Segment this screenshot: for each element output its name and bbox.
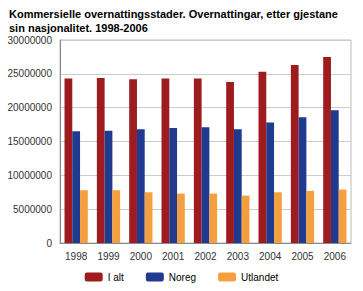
- svg-text:25000000: 25000000: [8, 68, 53, 79]
- svg-text:5000000: 5000000: [13, 204, 52, 215]
- svg-text:2004: 2004: [259, 251, 282, 262]
- svg-text:Kommersielle overnattingsstade: Kommersielle overnattingsstader. Overnat…: [9, 8, 341, 20]
- svg-text:I alt: I alt: [108, 272, 124, 283]
- svg-text:10000000: 10000000: [8, 170, 53, 181]
- svg-text:Utlandet: Utlandet: [241, 272, 278, 283]
- svg-text:1999: 1999: [97, 251, 120, 262]
- svg-text:1998: 1998: [65, 251, 88, 262]
- svg-text:2005: 2005: [291, 251, 314, 262]
- svg-text:15000000: 15000000: [8, 136, 53, 147]
- svg-text:2003: 2003: [227, 251, 250, 262]
- svg-text:20000000: 20000000: [8, 102, 53, 113]
- svg-text:2001: 2001: [162, 251, 185, 262]
- svg-text:30000000: 30000000: [8, 35, 53, 46]
- svg-text:0: 0: [46, 238, 52, 249]
- svg-text:2006: 2006: [324, 251, 347, 262]
- svg-text:2000: 2000: [130, 251, 153, 262]
- svg-text:sin nasjonalitet. 1998-2006: sin nasjonalitet. 1998-2006: [9, 22, 148, 34]
- svg-text:Noreg: Noreg: [169, 272, 196, 283]
- svg-text:2002: 2002: [194, 251, 217, 262]
